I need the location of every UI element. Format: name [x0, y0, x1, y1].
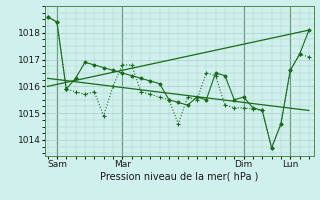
X-axis label: Pression niveau de la mer( hPa ): Pression niveau de la mer( hPa ): [100, 172, 258, 182]
